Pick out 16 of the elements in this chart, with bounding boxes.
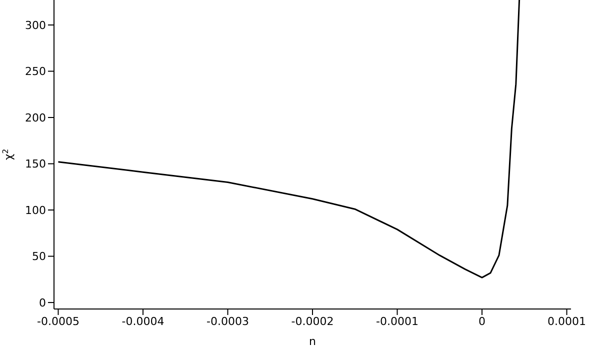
x-tick-label: -0.0004 <box>122 314 164 328</box>
y-tick-label: 50 <box>32 250 46 264</box>
x-tick-label: 0 <box>478 314 486 328</box>
x-tick-label: -0.0005 <box>37 314 80 328</box>
x-tick-label: -0.0001 <box>376 314 418 328</box>
y-tick-label: 300 <box>25 18 46 32</box>
y-tick-label: 100 <box>25 204 46 217</box>
line-series <box>57 0 520 278</box>
y-tick-label: 250 <box>25 65 46 78</box>
y-tick-label: 150 <box>25 158 46 171</box>
x-tick-label: 0.0001 <box>548 314 586 328</box>
y-tick-label: 0 <box>39 296 46 310</box>
x-tick-label: -0.0003 <box>206 314 249 328</box>
x-tick-label: -0.0002 <box>291 314 334 328</box>
y-tick-label: 200 <box>25 111 46 124</box>
x-axis-title: n <box>309 335 316 348</box>
